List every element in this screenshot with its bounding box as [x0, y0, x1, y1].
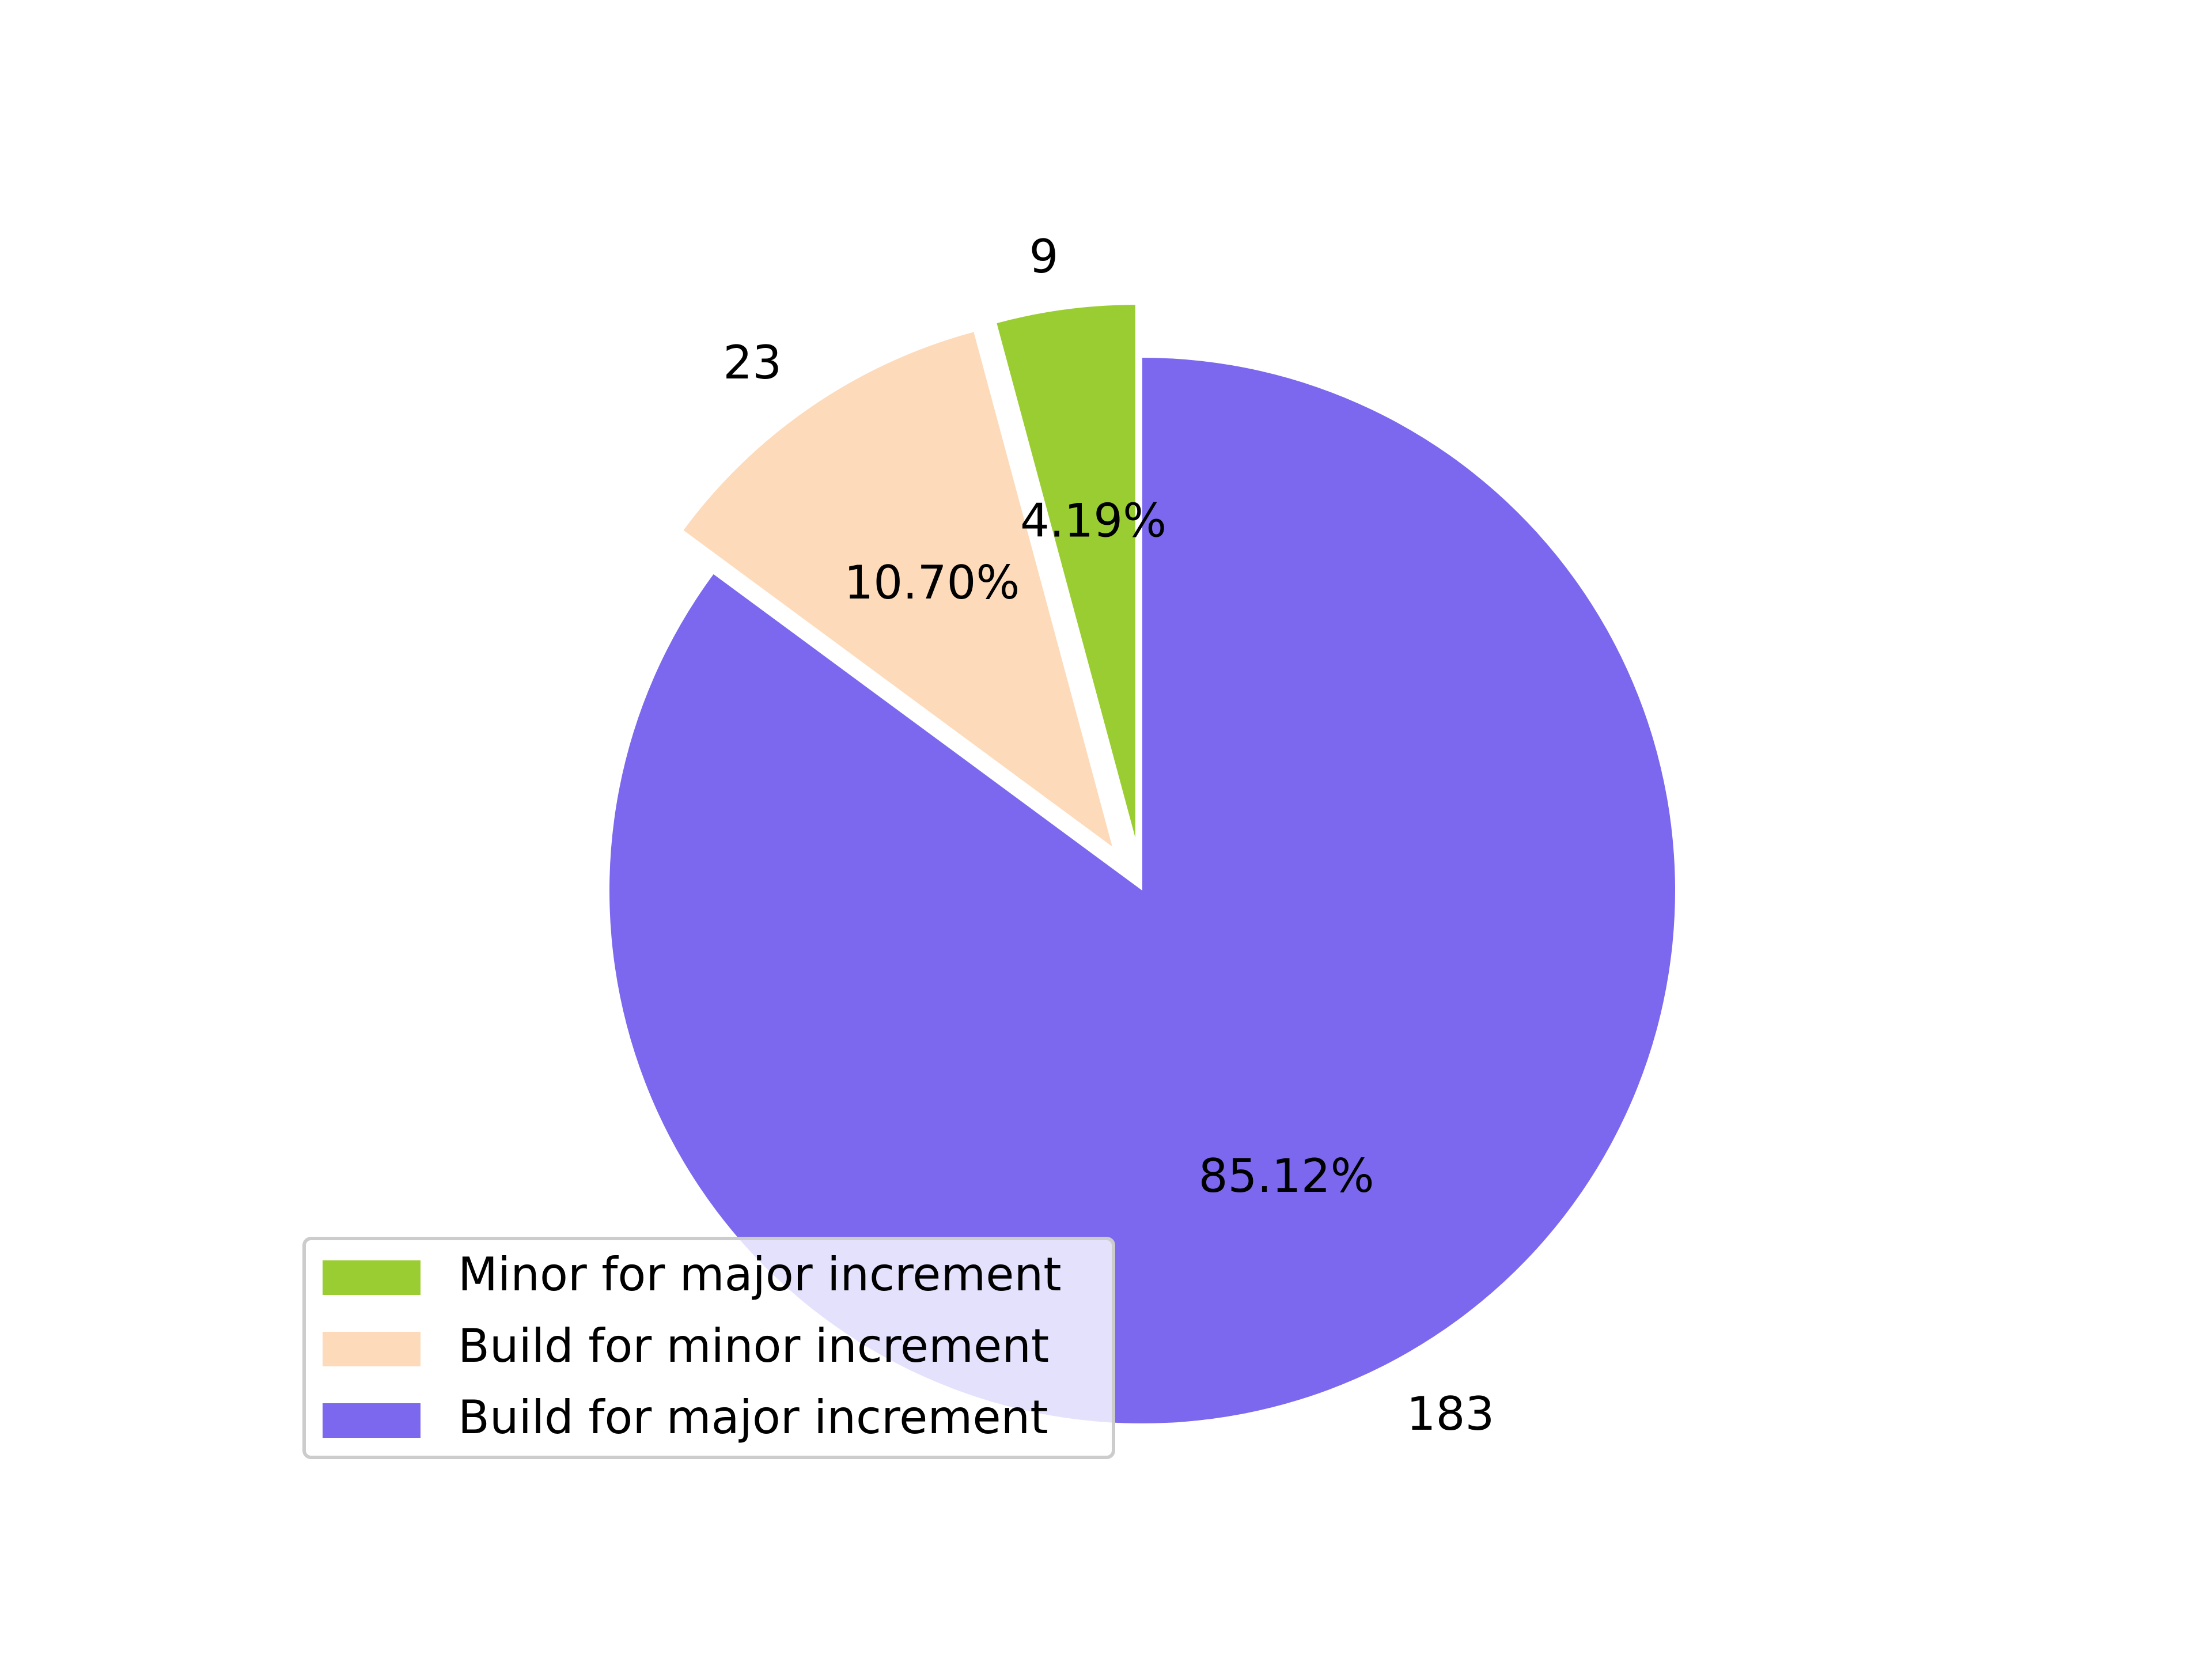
pie-labels: 4.19% 9 10.70% 23 85.12% 183	[723, 230, 1494, 1441]
pie-percent-label-build-for-minor-increment: 10.70%	[844, 556, 1020, 609]
pie-slices	[609, 305, 1675, 1423]
legend-label-minor-for-major: Minor for major increment	[458, 1248, 1062, 1301]
legend-swatch-build-for-minor	[323, 1332, 421, 1366]
pie-slice-minor-for-major-increment	[997, 305, 1135, 838]
legend-swatch-build-for-major	[323, 1403, 421, 1438]
pie-percent-label-build-for-major-increment: 85.12%	[1199, 1149, 1374, 1203]
pie-value-label-build-for-major-increment: 183	[1407, 1387, 1495, 1441]
legend-frame	[302, 1237, 1115, 1459]
pie-value-label-build-for-minor-increment: 23	[723, 336, 782, 389]
pie-slice-build-for-minor-increment	[683, 332, 1112, 847]
pie-value-label-minor-for-major-increment: 9	[1029, 230, 1059, 283]
legend: Minor for major increment Build for mino…	[302, 1237, 1115, 1459]
pie-percent-label-minor-for-major-increment: 4.19%	[1020, 494, 1166, 548]
legend-label-build-for-minor: Build for minor increment	[458, 1319, 1049, 1373]
legend-swatch-minor-for-major	[323, 1260, 421, 1295]
legend-label-build-for-major: Build for major increment	[458, 1391, 1048, 1444]
pie-slice-build-for-major-increment	[609, 358, 1675, 1423]
